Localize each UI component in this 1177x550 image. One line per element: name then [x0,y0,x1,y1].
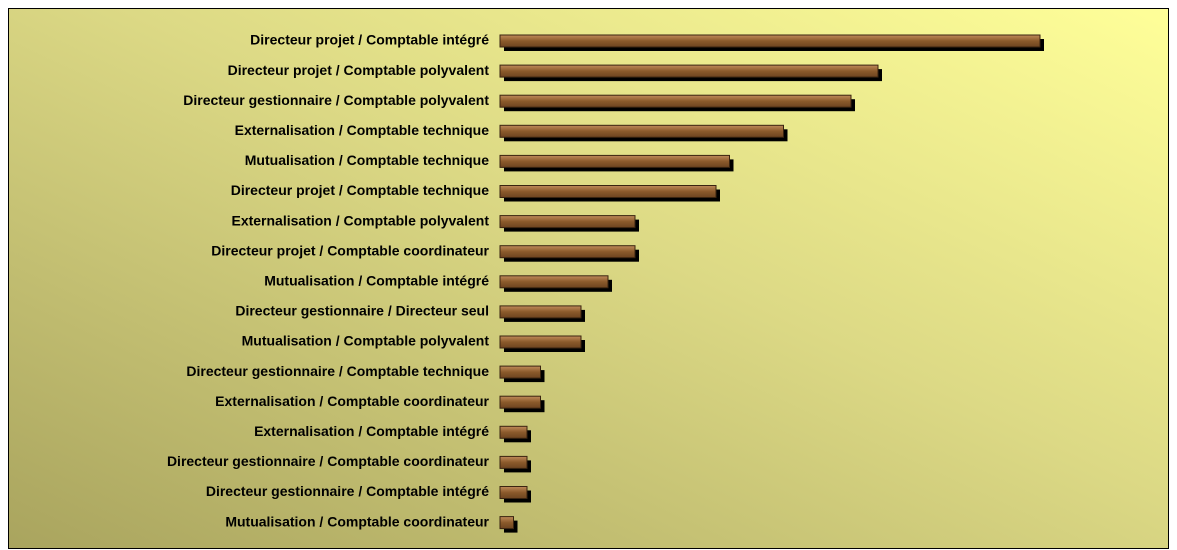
bar [499,154,730,168]
bar [499,365,541,379]
category-label: Directeur projet / Comptable technique [231,182,489,198]
bar [499,275,609,289]
bar [499,335,582,349]
bar [499,185,717,198]
category-label: Directeur projet / Comptable coordinateu… [211,242,489,258]
bar [499,455,528,469]
bar [499,34,1041,48]
category-label: Directeur projet / Comptable polyvalent [228,62,490,78]
category-label: Externalisation / Comptable technique [235,122,490,138]
category-label: Directeur projet / Comptable intégré [250,32,489,48]
bar [499,395,541,409]
bar [499,425,528,439]
category-label: Externalisation / Comptable polyvalent [231,212,489,228]
bar [499,486,528,499]
category-label: Mutualisation / Comptable polyvalent [242,333,490,349]
category-label: Directeur gestionnaire / Directeur seul [235,303,489,319]
category-label: Directeur gestionnaire / Comptable polyv… [183,92,489,108]
category-label: Directeur gestionnaire / Comptable techn… [186,363,489,379]
category-label: Directeur gestionnaire / Comptable intég… [206,483,489,499]
bar [499,305,582,319]
category-label: Directeur gestionnaire / Comptable coord… [167,453,490,469]
bar [499,245,636,259]
bar [499,516,514,530]
category-label: Mutualisation / Comptable intégré [264,273,489,289]
category-label: Mutualisation / Comptable technique [245,152,489,168]
category-label: Externalisation / Comptable coordinateur [215,393,489,409]
bar [499,124,784,138]
bar [499,215,636,229]
bar [499,94,852,108]
bar [499,64,879,78]
category-label: Mutualisation / Comptable coordinateur [225,513,489,529]
category-label: Externalisation / Comptable intégré [254,423,489,439]
